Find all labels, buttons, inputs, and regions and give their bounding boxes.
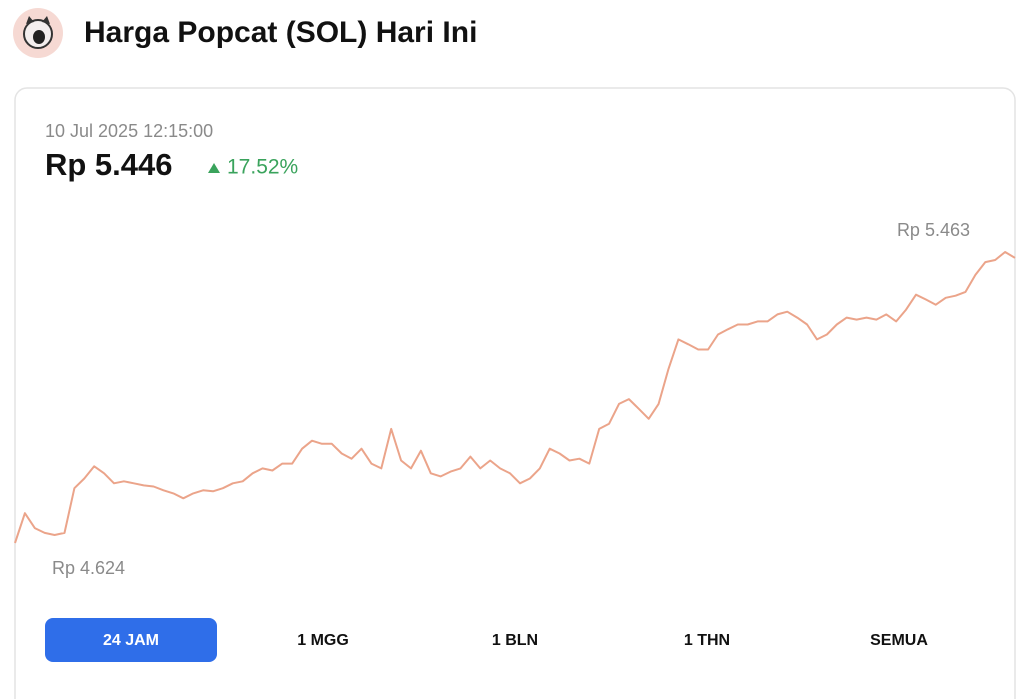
low-label: Rp 4.624: [52, 558, 125, 578]
price-change: 17.52%: [227, 156, 298, 179]
plot: [14, 251, 1016, 544]
tab[interactable]: 1 MGG: [297, 632, 349, 649]
tab[interactable]: 1 THN: [684, 632, 730, 649]
price: Rp 5.446: [45, 147, 173, 182]
range-tabs: 24 JAM 1 MGG 1 BLN 1 THN SEMUA: [45, 618, 928, 662]
up-arrow: [208, 163, 220, 173]
chart-card: [14, 87, 1016, 699]
tab[interactable]: 1 BLN: [492, 632, 538, 649]
page-title: Harga Popcat (SOL) Hari Ini: [84, 16, 477, 49]
cat-ears: [26, 16, 50, 24]
cat-mouth: [33, 30, 45, 44]
high-label: Rp 5.463: [897, 220, 970, 240]
tab-active-bg[interactable]: [45, 618, 217, 662]
price-line: [14, 251, 1016, 544]
tab[interactable]: SEMUA: [870, 632, 928, 649]
timestamp: 10 Jul 2025 12:15:00: [45, 121, 213, 141]
tab[interactable]: 24 JAM: [103, 632, 159, 649]
